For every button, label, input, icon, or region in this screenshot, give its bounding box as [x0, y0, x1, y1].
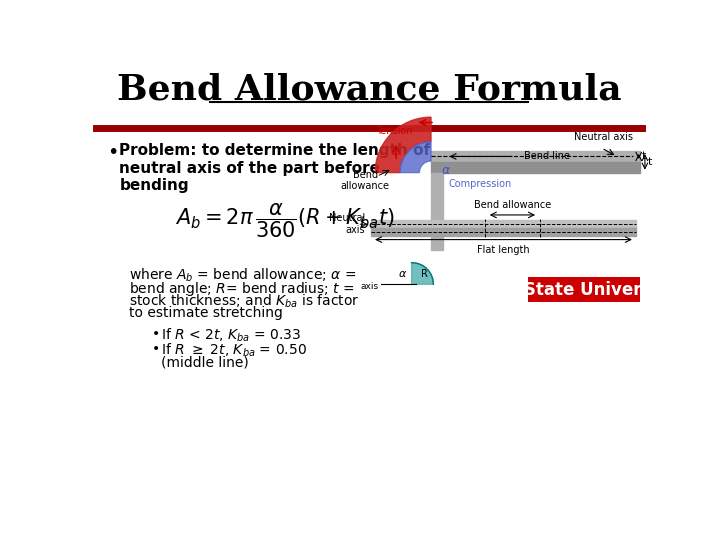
Text: bend angle; $R$= bend radius; $t$ =: bend angle; $R$= bend radius; $t$ = — [129, 280, 355, 298]
Text: t: t — [648, 157, 652, 167]
Text: Bend line: Bend line — [524, 151, 570, 161]
Text: NC State University: NC State University — [492, 281, 675, 299]
Polygon shape — [431, 173, 443, 249]
Text: R: R — [421, 268, 428, 279]
Text: Bend
allowance: Bend allowance — [341, 170, 390, 191]
Text: If $R$ < 2$t$, $K_{ba}$ = 0.33: If $R$ < 2$t$, $K_{ba}$ = 0.33 — [161, 327, 302, 344]
Text: •: • — [152, 342, 161, 356]
Text: to estimate stretching: to estimate stretching — [129, 306, 283, 320]
Text: $\alpha$: $\alpha$ — [397, 268, 407, 279]
Text: Flat length: Flat length — [477, 245, 529, 255]
Polygon shape — [375, 117, 431, 173]
Polygon shape — [412, 262, 433, 284]
Text: $\alpha$: $\alpha$ — [441, 164, 451, 177]
Text: •: • — [152, 327, 161, 341]
Text: Bend allowance: Bend allowance — [474, 200, 551, 210]
Text: where $A_b$ = bend allowance; $\alpha$ =: where $A_b$ = bend allowance; $\alpha$ = — [129, 267, 356, 284]
Text: Neutral
axis: Neutral axis — [329, 213, 365, 235]
Polygon shape — [371, 228, 636, 236]
Text: If $R$ $\geq$ 2$t$, $K_{ba}$ = 0.50: If $R$ $\geq$ 2$t$, $K_{ba}$ = 0.50 — [161, 342, 307, 360]
Text: Problem: to determine the length of
neutral axis of the part before
bending: Problem: to determine the length of neut… — [120, 143, 431, 193]
Text: Neutral axis: Neutral axis — [574, 132, 633, 142]
Text: axis: axis — [361, 282, 379, 291]
FancyBboxPatch shape — [528, 278, 640, 302]
Polygon shape — [431, 162, 640, 173]
Text: (middle line): (middle line) — [161, 356, 249, 370]
Polygon shape — [400, 142, 431, 173]
Text: Bend Allowance Formula: Bend Allowance Formula — [117, 72, 621, 106]
Polygon shape — [371, 220, 636, 228]
Text: stock thickness; and $K_{ba}$ is factor: stock thickness; and $K_{ba}$ is factor — [129, 293, 359, 310]
Text: Compression: Compression — [448, 179, 511, 189]
Polygon shape — [431, 151, 640, 162]
Text: t: t — [642, 151, 646, 161]
Text: $A_b = 2\pi\,\dfrac{\alpha}{360}(R + K_{ba}t)$: $A_b = 2\pi\,\dfrac{\alpha}{360}(R + K_{… — [175, 201, 395, 240]
Text: •: • — [107, 143, 118, 163]
Text: Tension: Tension — [377, 126, 413, 136]
